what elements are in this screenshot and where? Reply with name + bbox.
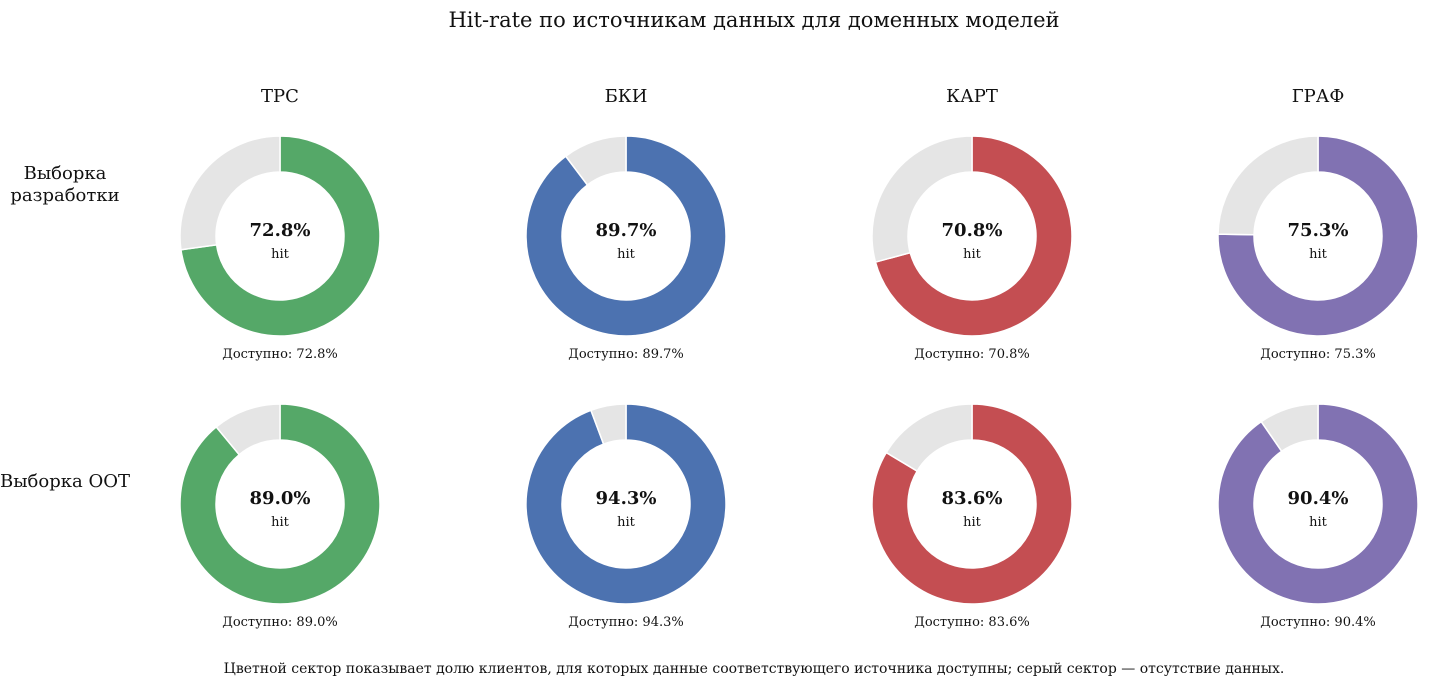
column-title-trs: ТРС: [261, 86, 299, 107]
donut-missing-slice-bki-dev: [564, 135, 627, 186]
column-title-kart: КАРТ: [946, 86, 998, 107]
donut-hit-slice-kart-dev: [874, 135, 1073, 337]
row-label-development: Выборка разработки: [10, 163, 120, 206]
donut-center-sublabel-graf-dev: hit: [1309, 247, 1328, 262]
donut-center-value-trs-oot: 89.0%: [250, 488, 311, 509]
column-title-bki: БКИ: [604, 86, 648, 107]
donut-hit-slice-bki-dev: [525, 135, 727, 337]
donut-center-value-trs-dev: 72.8%: [250, 220, 311, 241]
donut-missing-slice-graf-dev: [1217, 135, 1319, 236]
donut-center-value-bki-dev: 89.7%: [596, 220, 657, 241]
donut-missing-slice-trs-oot: [215, 403, 281, 456]
donut-center-sublabel-bki-dev: hit: [617, 247, 636, 262]
donut-hit-slice-bki-oot: [525, 403, 727, 605]
donut-missing-slice-trs-dev: [179, 135, 281, 251]
donut-caption-trs-dev: Доступно: 72.8%: [222, 347, 337, 362]
donut-caption-graf-oot: Доступно: 90.4%: [1260, 615, 1375, 630]
column-title-graf: ГРАФ: [1291, 86, 1345, 107]
donut-missing-slice-kart-oot: [885, 403, 973, 473]
donut-center-sublabel-kart-dev: hit: [963, 247, 982, 262]
chart-title: Hit-rate по источникам данных для доменн…: [448, 8, 1060, 32]
donut-center-value-bki-oot: 94.3%: [596, 488, 657, 509]
donut-caption-kart-oot: Доступно: 83.6%: [914, 615, 1029, 630]
donut-center-sublabel-kart-oot: hit: [963, 515, 982, 530]
donut-caption-kart-dev: Доступно: 70.8%: [914, 347, 1029, 362]
donut-center-sublabel-trs-oot: hit: [271, 515, 290, 530]
donut-caption-bki-oot: Доступно: 94.3%: [568, 615, 683, 630]
donut-hit-slice-trs-oot: [179, 403, 381, 605]
donut-hit-slice-graf-dev: [1217, 135, 1419, 337]
donut-center-sublabel-bki-oot: hit: [617, 515, 636, 530]
donut-center-value-kart-dev: 70.8%: [942, 220, 1003, 241]
donut-hit-slice-kart-oot: [871, 403, 1073, 605]
donut-center-sublabel-graf-oot: hit: [1309, 515, 1328, 530]
chart-footnote: Цветной сектор показывает долю клиентов,…: [223, 661, 1285, 677]
donut-hit-slice-graf-oot: [1217, 403, 1419, 605]
donut-center-value-graf-oot: 90.4%: [1288, 488, 1349, 509]
donut-caption-graf-dev: Доступно: 75.3%: [1260, 347, 1375, 362]
donut-center-sublabel-trs-dev: hit: [271, 247, 290, 262]
donut-caption-trs-oot: Доступно: 89.0%: [222, 615, 337, 630]
row-label-oot: Выборка OOT: [0, 471, 130, 492]
donut-missing-slice-graf-oot: [1260, 403, 1319, 453]
donut-center-value-graf-dev: 75.3%: [1288, 220, 1349, 241]
donut-missing-slice-bki-oot: [589, 403, 627, 446]
donut-missing-slice-kart-dev: [871, 135, 973, 264]
donut-caption-bki-dev: Доступно: 89.7%: [568, 347, 683, 362]
donut-hit-slice-trs-dev: [180, 135, 381, 337]
donut-center-value-kart-oot: 83.6%: [942, 488, 1003, 509]
